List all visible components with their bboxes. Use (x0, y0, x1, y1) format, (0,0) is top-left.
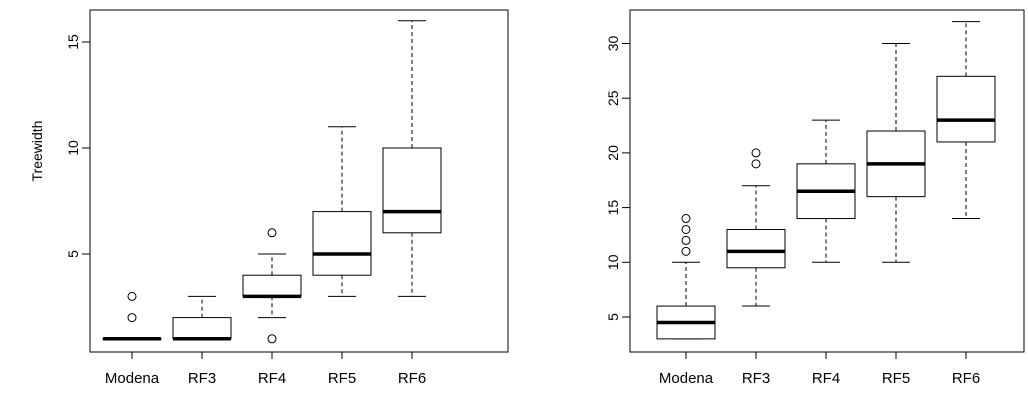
outlier-point (127, 291, 137, 301)
iqr-box (242, 274, 302, 297)
y-tick-label: 20 (605, 145, 621, 161)
x-tick-label: RF6 (398, 370, 426, 387)
outlier-point (681, 246, 691, 256)
x-tick-label: RF5 (328, 370, 356, 387)
x-tick-label: Modena (105, 370, 160, 387)
outlier-point (127, 313, 137, 323)
box-rf6 (382, 20, 442, 297)
x-tick-label: RF3 (188, 370, 216, 387)
outlier-point (681, 235, 691, 245)
y-tick-label: 10 (65, 140, 81, 156)
iqr-box (726, 228, 786, 269)
left-boxplot-panel: 5 10 15 Treewidth Modena RF3 RF4 RF5 RF6 (29, 9, 509, 387)
y-tick-label: 5 (605, 313, 621, 321)
y-tick-label: 10 (605, 254, 621, 270)
right-boxplot-panel: 5 10 15 20 25 30 Modena RF3 RF4 RF5 RF6 (605, 9, 1025, 387)
y-tick-label: 5 (65, 250, 81, 258)
y-tick-label: 15 (605, 200, 621, 216)
plot-frame (629, 9, 1025, 353)
plot-frame (89, 9, 509, 353)
iqr-box (936, 75, 996, 143)
outlier-point (681, 224, 691, 234)
x-tick-label: RF6 (952, 370, 980, 387)
y-tick-label: 15 (65, 34, 81, 50)
outlier-point (267, 334, 277, 344)
box-rf5 (312, 126, 372, 297)
box-rf5 (866, 43, 926, 263)
outlier-point (751, 148, 761, 158)
box-rf3 (726, 148, 786, 307)
box-rf3 (172, 295, 232, 341)
x-tick-label: RF5 (882, 370, 910, 387)
box-rf4 (242, 228, 302, 344)
iqr-box (312, 211, 372, 276)
x-tick-label: RF3 (742, 370, 770, 387)
y-axis-label: Treewidth (29, 121, 45, 182)
box-rf4 (796, 119, 856, 263)
x-tick-label: Modena (659, 370, 714, 387)
iqr-box (382, 147, 442, 234)
outlier-point (751, 159, 761, 169)
x-tick-label: RF4 (812, 370, 840, 387)
box-rf6 (936, 21, 996, 220)
y-tick-label: 25 (605, 90, 621, 106)
box-modena (656, 214, 716, 340)
iqr-box (172, 317, 232, 340)
outlier-point (681, 214, 691, 224)
x-tick-label: RF4 (258, 370, 286, 387)
outlier-point (267, 228, 277, 238)
box-modena (102, 291, 162, 341)
y-tick-label: 30 (605, 36, 621, 52)
